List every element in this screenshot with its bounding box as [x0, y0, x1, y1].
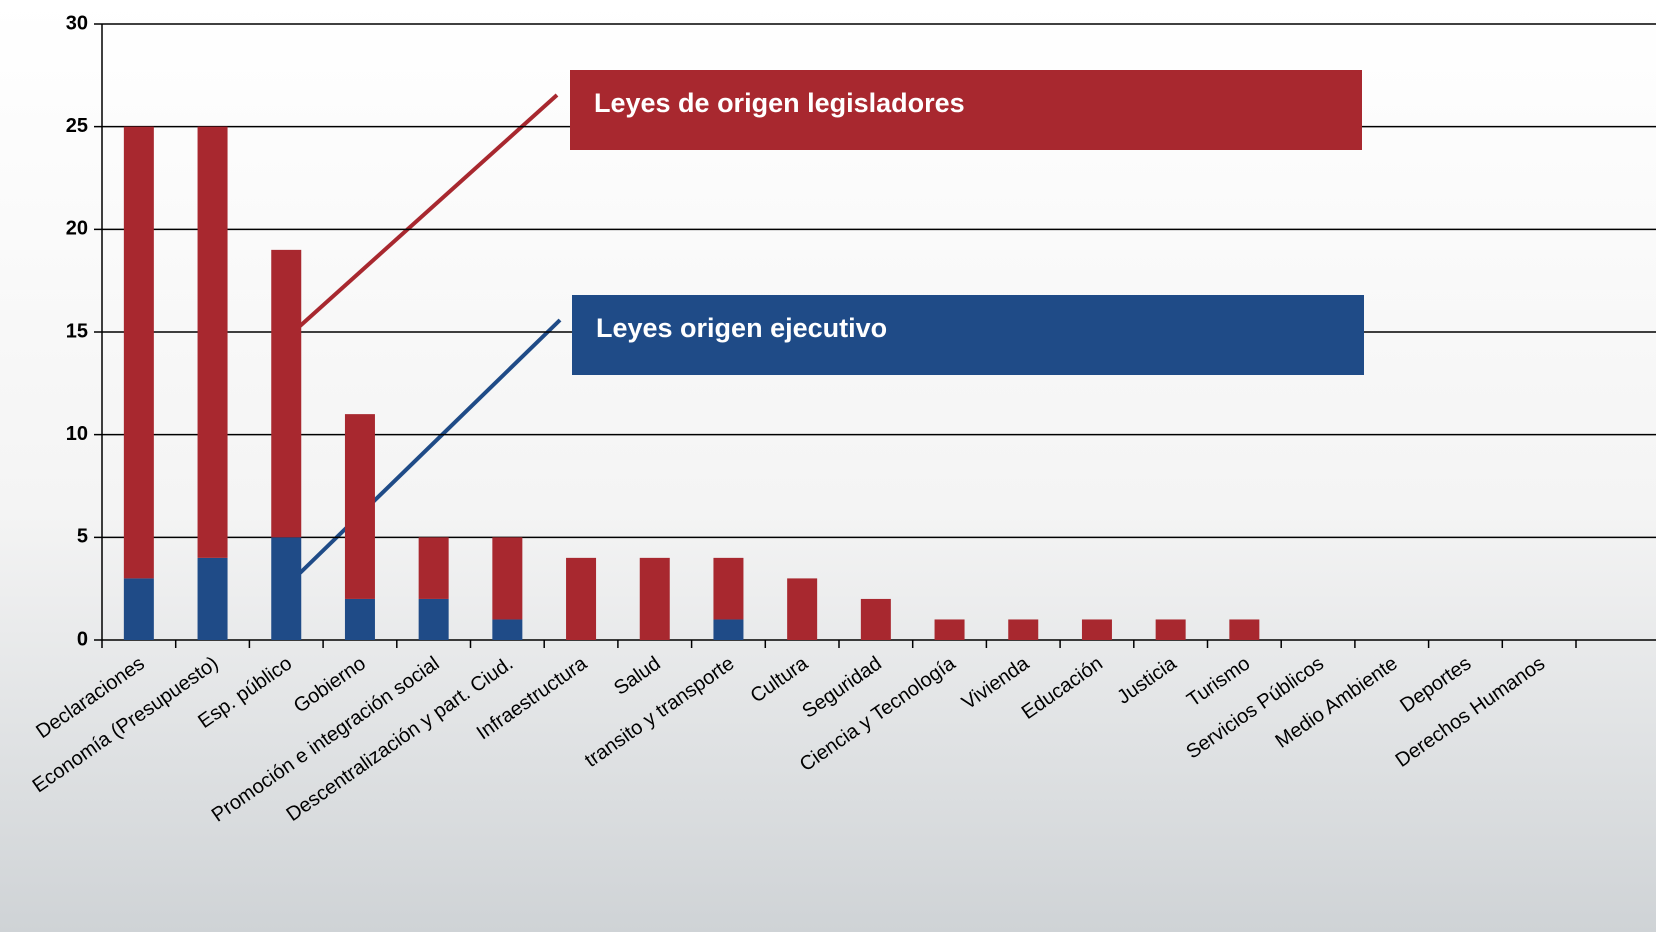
legend-box: [572, 295, 1364, 375]
bar-segment: [271, 537, 302, 640]
bar-segment: [787, 578, 818, 640]
legend-leader: [298, 93, 559, 328]
bar-segment: [197, 126, 228, 558]
bar-segment: [934, 619, 965, 640]
y-tick-label: 0: [77, 628, 88, 650]
bar-segment: [1008, 619, 1039, 640]
legend-label: Leyes de origen legisladores: [594, 88, 965, 118]
y-tick-label: 15: [66, 320, 88, 342]
x-tick-label: Medio Ambiente: [1272, 652, 1402, 752]
x-tick-label: Cultura: [747, 652, 813, 708]
y-tick-label: 10: [66, 423, 88, 445]
bar-segment: [1081, 619, 1112, 640]
bar-segment: [1155, 619, 1186, 640]
bar-segment: [418, 537, 449, 599]
y-tick-label: 20: [66, 218, 88, 240]
bar-segment: [344, 414, 375, 599]
legend-leader: [298, 318, 562, 575]
legend-box: [570, 70, 1362, 150]
bar-segment: [123, 126, 154, 579]
bar-segment: [639, 557, 670, 640]
bar-segment: [271, 249, 302, 538]
y-tick-label: 5: [77, 526, 88, 548]
y-tick-label: 30: [66, 12, 88, 34]
bar-segment: [713, 619, 744, 640]
bar-segment: [492, 537, 523, 620]
x-tick-label: Servicios Públicos: [1182, 652, 1328, 763]
bar-segment: [1229, 619, 1260, 640]
bar-segment: [492, 619, 523, 640]
bar-segment: [197, 557, 228, 640]
x-tick-label: Justicia: [1113, 652, 1181, 709]
y-tick-label: 25: [66, 115, 88, 137]
bar-segment: [344, 598, 375, 640]
bar-segment: [566, 557, 597, 640]
x-tick-label: Educación: [1018, 652, 1107, 724]
legend-label: Leyes origen ejecutivo: [596, 313, 887, 343]
bar-segment: [418, 598, 449, 640]
x-tick-label: Salud: [610, 652, 665, 699]
bar-segment: [123, 578, 154, 640]
bar-segment: [860, 598, 891, 640]
bar-segment: [713, 557, 744, 620]
